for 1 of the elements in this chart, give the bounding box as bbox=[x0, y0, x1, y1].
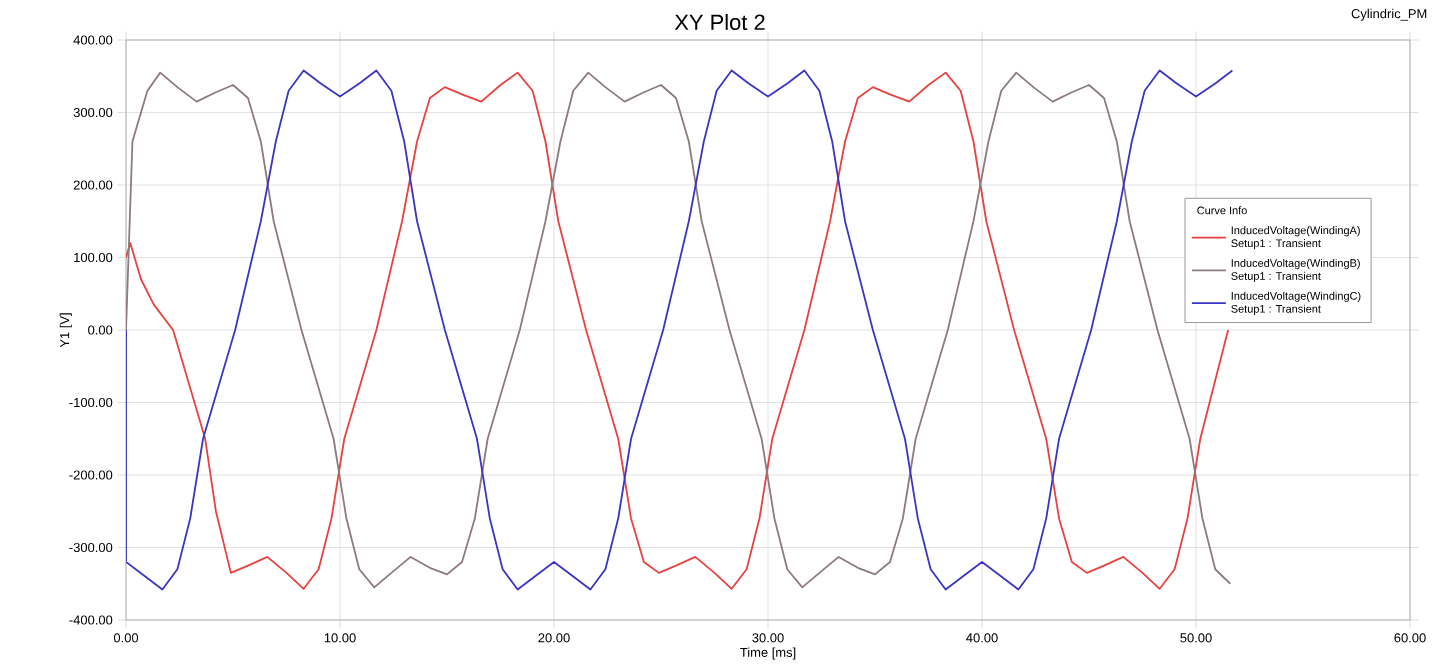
chart-title: XY Plot 2 bbox=[674, 13, 765, 31]
